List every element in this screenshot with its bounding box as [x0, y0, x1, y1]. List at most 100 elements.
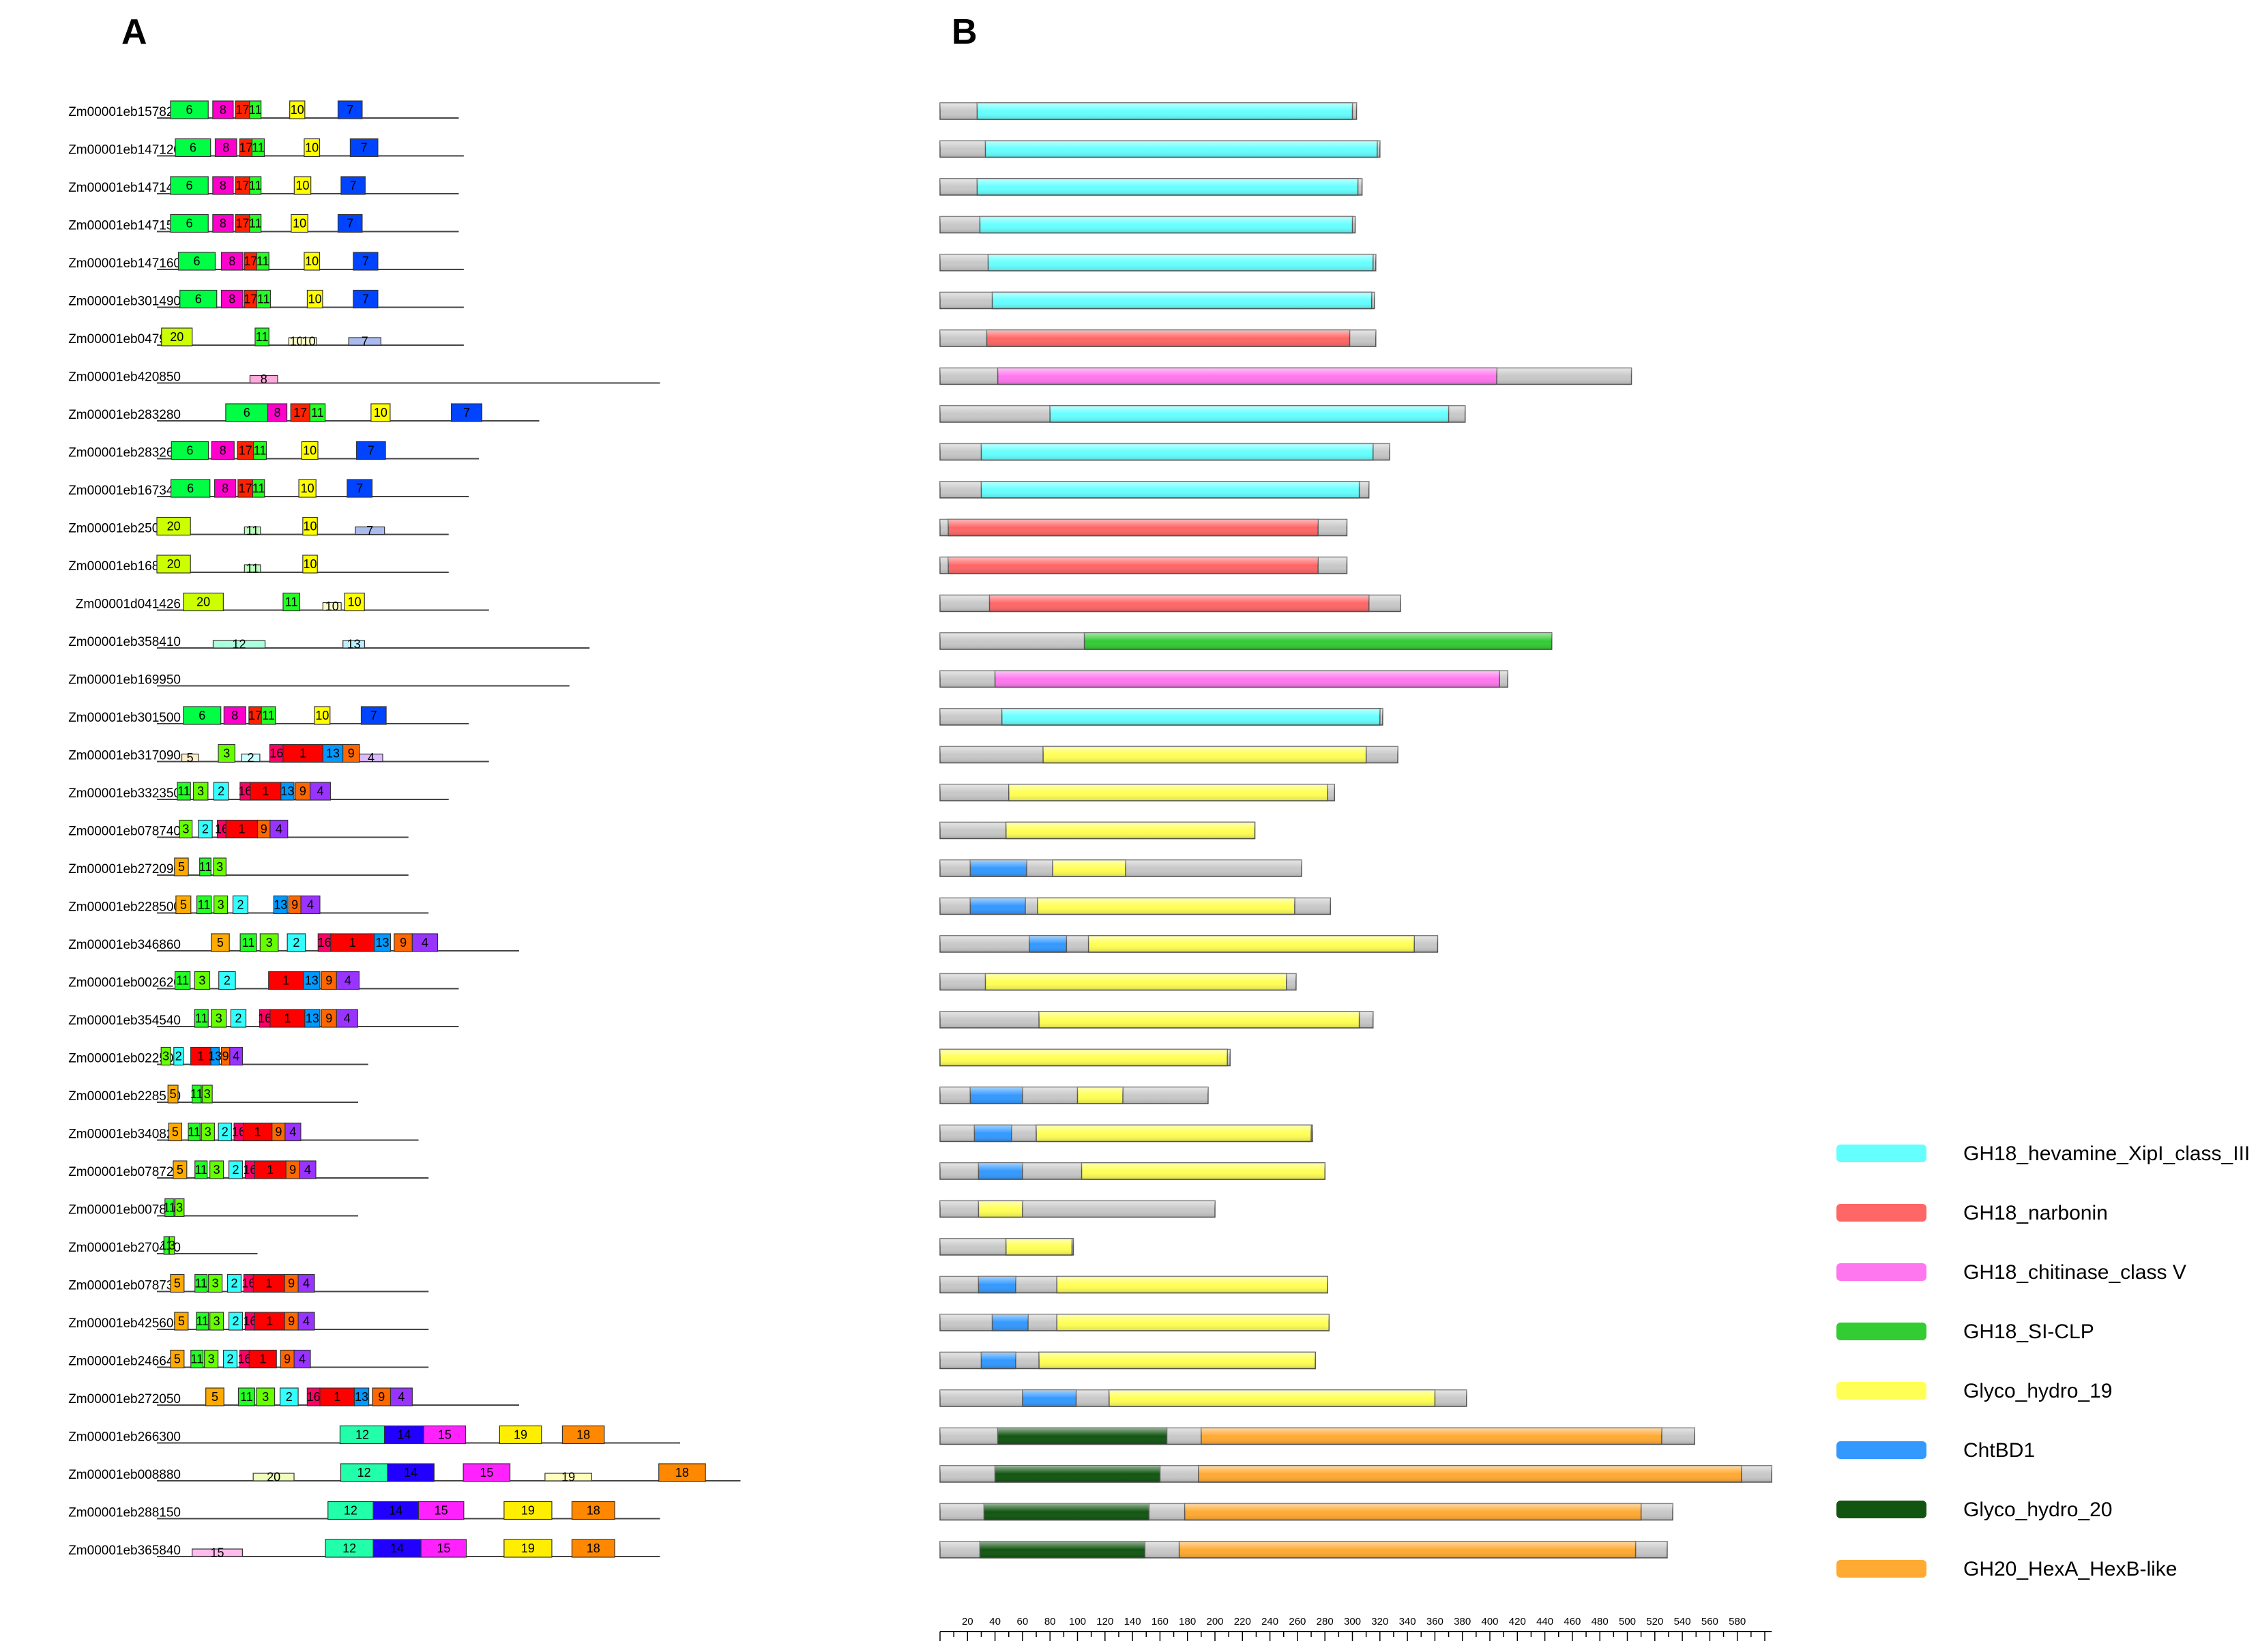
motif-number: 11	[194, 1163, 207, 1177]
motif-number: 17	[239, 482, 252, 495]
motif-6-box: 6	[225, 403, 269, 422]
motif-19-box: 19	[503, 1501, 553, 1520]
bar-shine	[970, 860, 1027, 876]
motif-number: 10	[290, 335, 304, 349]
motif-number: 6	[195, 293, 202, 306]
motif-10-box: 10	[301, 441, 319, 460]
motif-3-box: 3	[179, 819, 193, 839]
bar-shine	[1036, 1125, 1312, 1142]
gene-label: Zm00001eb301500	[68, 711, 181, 725]
motif-rect	[256, 289, 272, 309]
legend-item: Glyco_hydro_20	[1836, 1499, 2112, 1521]
gene-label: Zm00001eb167340	[68, 484, 181, 498]
motif-4-box: 4	[297, 1273, 315, 1293]
motif-rect	[194, 1273, 208, 1293]
motif-number: 3	[168, 1239, 175, 1252]
motif-number: 13	[280, 784, 294, 798]
motif-7-box: 7	[356, 441, 386, 460]
motif-number: 11	[240, 1390, 253, 1404]
motif-11-box: 11	[239, 933, 257, 952]
motif-rect	[353, 289, 379, 309]
motif-1-box: 1	[268, 971, 304, 990]
motif-number: 9	[284, 1353, 291, 1366]
motif-rect	[249, 374, 278, 384]
motif-4-box: 4	[229, 1046, 244, 1066]
motif-11-box: 11	[249, 213, 262, 233]
motif-rect	[192, 1548, 243, 1557]
motif-rect	[249, 176, 262, 195]
motif-number: 11	[176, 974, 189, 988]
motif-number: 7	[362, 254, 369, 268]
motif-number: 10	[374, 406, 387, 419]
motif-1-box: 1	[242, 1122, 273, 1142]
motif-1-box: 1	[250, 782, 282, 801]
gene-label: Zm00001eb147150	[68, 219, 181, 233]
motif-number: 2	[231, 1277, 237, 1290]
motif-number: 6	[199, 709, 205, 722]
motif-number: 9	[288, 1314, 295, 1328]
motif-11-box: 11	[256, 289, 272, 309]
motif-number: 18	[587, 1504, 600, 1518]
panel-b-label: B	[952, 12, 978, 52]
gene-label: Zm00001eb354540	[68, 1014, 181, 1028]
motif-10-box: 10	[322, 600, 342, 613]
motif-17-box: 17	[244, 289, 257, 309]
motif-rect	[194, 1160, 208, 1179]
motif-number: 11	[188, 1125, 201, 1139]
motif-3-box: 3	[192, 782, 209, 801]
motif-17-box: 17	[237, 441, 254, 460]
motif-number: 12	[344, 1504, 357, 1518]
motif-rect	[420, 1539, 467, 1558]
motif-number: 17	[239, 141, 252, 155]
gene-label: Zm00001eb272090	[68, 862, 181, 876]
motif-rect	[348, 337, 382, 346]
motif-rect	[293, 176, 312, 195]
motif-12-box: 12	[327, 1501, 374, 1520]
length-axis: 20 40 60 80 100 120 140 160 180 200 220 240 260 280 30…	[939, 1616, 1772, 1641]
motif-5-box: 5	[167, 1085, 179, 1104]
motif-9-box: 9	[372, 1387, 392, 1406]
motif-9-box: 9	[321, 1009, 337, 1028]
motif-rect	[390, 1387, 413, 1406]
bar-shine	[1039, 1012, 1360, 1028]
axis-tick-label: 380	[1454, 1616, 1471, 1627]
motif-rect	[161, 327, 193, 346]
domain-bar	[1178, 1541, 1637, 1559]
legend-label: ChtBD1	[1963, 1439, 2035, 1462]
motif-14-box: 14	[384, 1425, 424, 1445]
motif-1-box: 1	[190, 1046, 211, 1066]
domain-bar	[1005, 1238, 1073, 1256]
motif-2-box: 2	[279, 1387, 299, 1406]
motif-number: 11	[246, 562, 259, 576]
motif-number: 11	[163, 1201, 176, 1215]
motif-number: 4	[304, 1163, 311, 1177]
motif-number: 8	[220, 103, 226, 117]
bar-shine	[970, 1087, 1023, 1104]
motif-rect	[340, 1463, 388, 1482]
motif-rect	[192, 782, 209, 801]
gene-label: Zm00001eb157820	[68, 105, 181, 119]
axis-tick-label: 460	[1564, 1616, 1581, 1627]
motif-rect	[571, 1501, 615, 1520]
motif-number: 17	[244, 254, 257, 268]
motif-number: 7	[370, 709, 377, 722]
gene-label: Zm00001eb047940	[68, 332, 181, 346]
motif-17-box: 17	[244, 252, 257, 271]
legend-swatch	[1836, 1263, 1926, 1281]
motif-4-box: 4	[284, 1122, 302, 1142]
motif-11-box: 11	[194, 1009, 209, 1028]
motif-number: 7	[347, 217, 353, 231]
motif-rect	[322, 602, 342, 611]
bar-shine	[1057, 1314, 1330, 1331]
gene-label: Zm00001eb346860	[68, 938, 181, 952]
motif-number: 5	[217, 936, 224, 949]
motif-2-box: 2	[213, 782, 229, 801]
motif-11-box: 11	[244, 524, 261, 537]
motif-number: 16	[307, 1390, 321, 1404]
motif-rect	[268, 971, 304, 990]
motif-number: 15	[480, 1466, 493, 1479]
domain-bar	[1036, 1124, 1312, 1142]
motif-rect	[503, 1539, 553, 1558]
motif-number: 11	[262, 709, 275, 722]
motif-rect	[571, 1539, 615, 1558]
